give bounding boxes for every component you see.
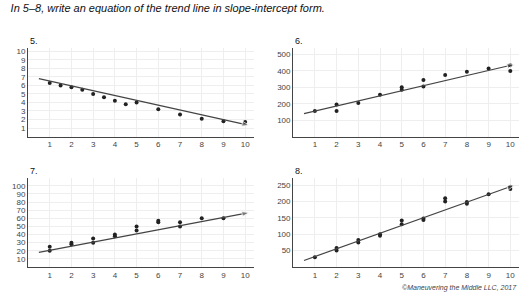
- svg-text:9: 9: [486, 271, 491, 280]
- svg-text:500: 500: [277, 50, 291, 59]
- svg-text:5: 5: [21, 90, 26, 99]
- svg-text:5: 5: [134, 271, 139, 280]
- svg-text:10: 10: [16, 47, 25, 56]
- svg-text:1: 1: [21, 124, 26, 133]
- svg-text:10: 10: [16, 255, 25, 264]
- svg-text:200: 200: [277, 100, 291, 109]
- svg-text:7: 7: [21, 73, 26, 82]
- svg-text:3: 3: [91, 140, 96, 149]
- svg-text:9: 9: [221, 271, 226, 280]
- svg-text:9: 9: [486, 140, 491, 149]
- svg-text:3: 3: [91, 271, 96, 280]
- svg-text:70: 70: [16, 206, 25, 215]
- svg-text:30: 30: [16, 238, 25, 247]
- svg-text:4: 4: [378, 140, 383, 149]
- svg-text:5.: 5.: [30, 36, 38, 46]
- svg-text:9: 9: [221, 140, 226, 149]
- svg-text:4: 4: [113, 140, 118, 149]
- svg-text:In 5–8, write an equation of t: In 5–8, write an equation of the trend l…: [11, 2, 325, 14]
- svg-text:8: 8: [200, 271, 205, 280]
- svg-text:8: 8: [465, 140, 470, 149]
- svg-text:©Maneuvering the Middle LLC, 2: ©Maneuvering the Middle LLC, 2017: [402, 284, 517, 292]
- svg-text:1: 1: [313, 271, 318, 280]
- svg-text:9: 9: [21, 56, 26, 65]
- svg-text:2: 2: [334, 271, 339, 280]
- svg-text:7.: 7.: [30, 166, 38, 176]
- svg-text:250: 250: [277, 181, 291, 190]
- svg-text:2: 2: [334, 140, 339, 149]
- svg-text:10: 10: [241, 271, 250, 280]
- svg-text:60: 60: [16, 214, 25, 223]
- svg-text:90: 90: [16, 190, 25, 199]
- svg-text:2: 2: [69, 140, 74, 149]
- svg-text:5: 5: [400, 140, 405, 149]
- svg-text:7: 7: [178, 140, 183, 149]
- svg-text:10: 10: [241, 140, 250, 149]
- svg-text:3: 3: [356, 140, 361, 149]
- svg-text:80: 80: [16, 198, 25, 207]
- svg-text:40: 40: [16, 230, 25, 239]
- svg-text:8: 8: [21, 64, 26, 73]
- svg-text:7: 7: [443, 140, 448, 149]
- svg-text:100: 100: [277, 116, 291, 125]
- svg-text:5: 5: [400, 271, 405, 280]
- svg-text:4: 4: [113, 271, 118, 280]
- svg-text:7: 7: [443, 271, 448, 280]
- svg-text:8: 8: [465, 271, 470, 280]
- svg-text:1: 1: [313, 140, 318, 149]
- svg-text:2: 2: [69, 271, 74, 280]
- svg-text:3: 3: [356, 271, 361, 280]
- svg-text:100: 100: [12, 182, 26, 191]
- svg-text:1: 1: [47, 271, 52, 280]
- svg-text:200: 200: [277, 197, 291, 206]
- svg-text:6.: 6.: [295, 36, 303, 46]
- svg-text:20: 20: [16, 247, 25, 256]
- svg-text:100: 100: [277, 230, 291, 239]
- svg-text:3: 3: [21, 107, 26, 116]
- svg-text:10: 10: [506, 140, 515, 149]
- svg-text:1: 1: [47, 140, 52, 149]
- svg-text:6: 6: [156, 271, 161, 280]
- svg-text:6: 6: [156, 140, 161, 149]
- svg-text:6: 6: [421, 271, 426, 280]
- svg-text:8: 8: [200, 140, 205, 149]
- svg-text:4: 4: [21, 98, 26, 107]
- svg-text:6: 6: [21, 81, 26, 90]
- svg-text:8.: 8.: [295, 166, 303, 176]
- svg-text:5: 5: [134, 140, 139, 149]
- svg-text:50: 50: [282, 246, 291, 255]
- svg-text:7: 7: [178, 271, 183, 280]
- svg-text:400: 400: [277, 67, 291, 76]
- svg-text:6: 6: [421, 140, 426, 149]
- svg-text:4: 4: [378, 271, 383, 280]
- svg-text:150: 150: [277, 214, 291, 223]
- svg-text:300: 300: [277, 83, 291, 92]
- svg-text:2: 2: [21, 115, 26, 124]
- svg-text:50: 50: [16, 222, 25, 231]
- svg-text:10: 10: [506, 271, 515, 280]
